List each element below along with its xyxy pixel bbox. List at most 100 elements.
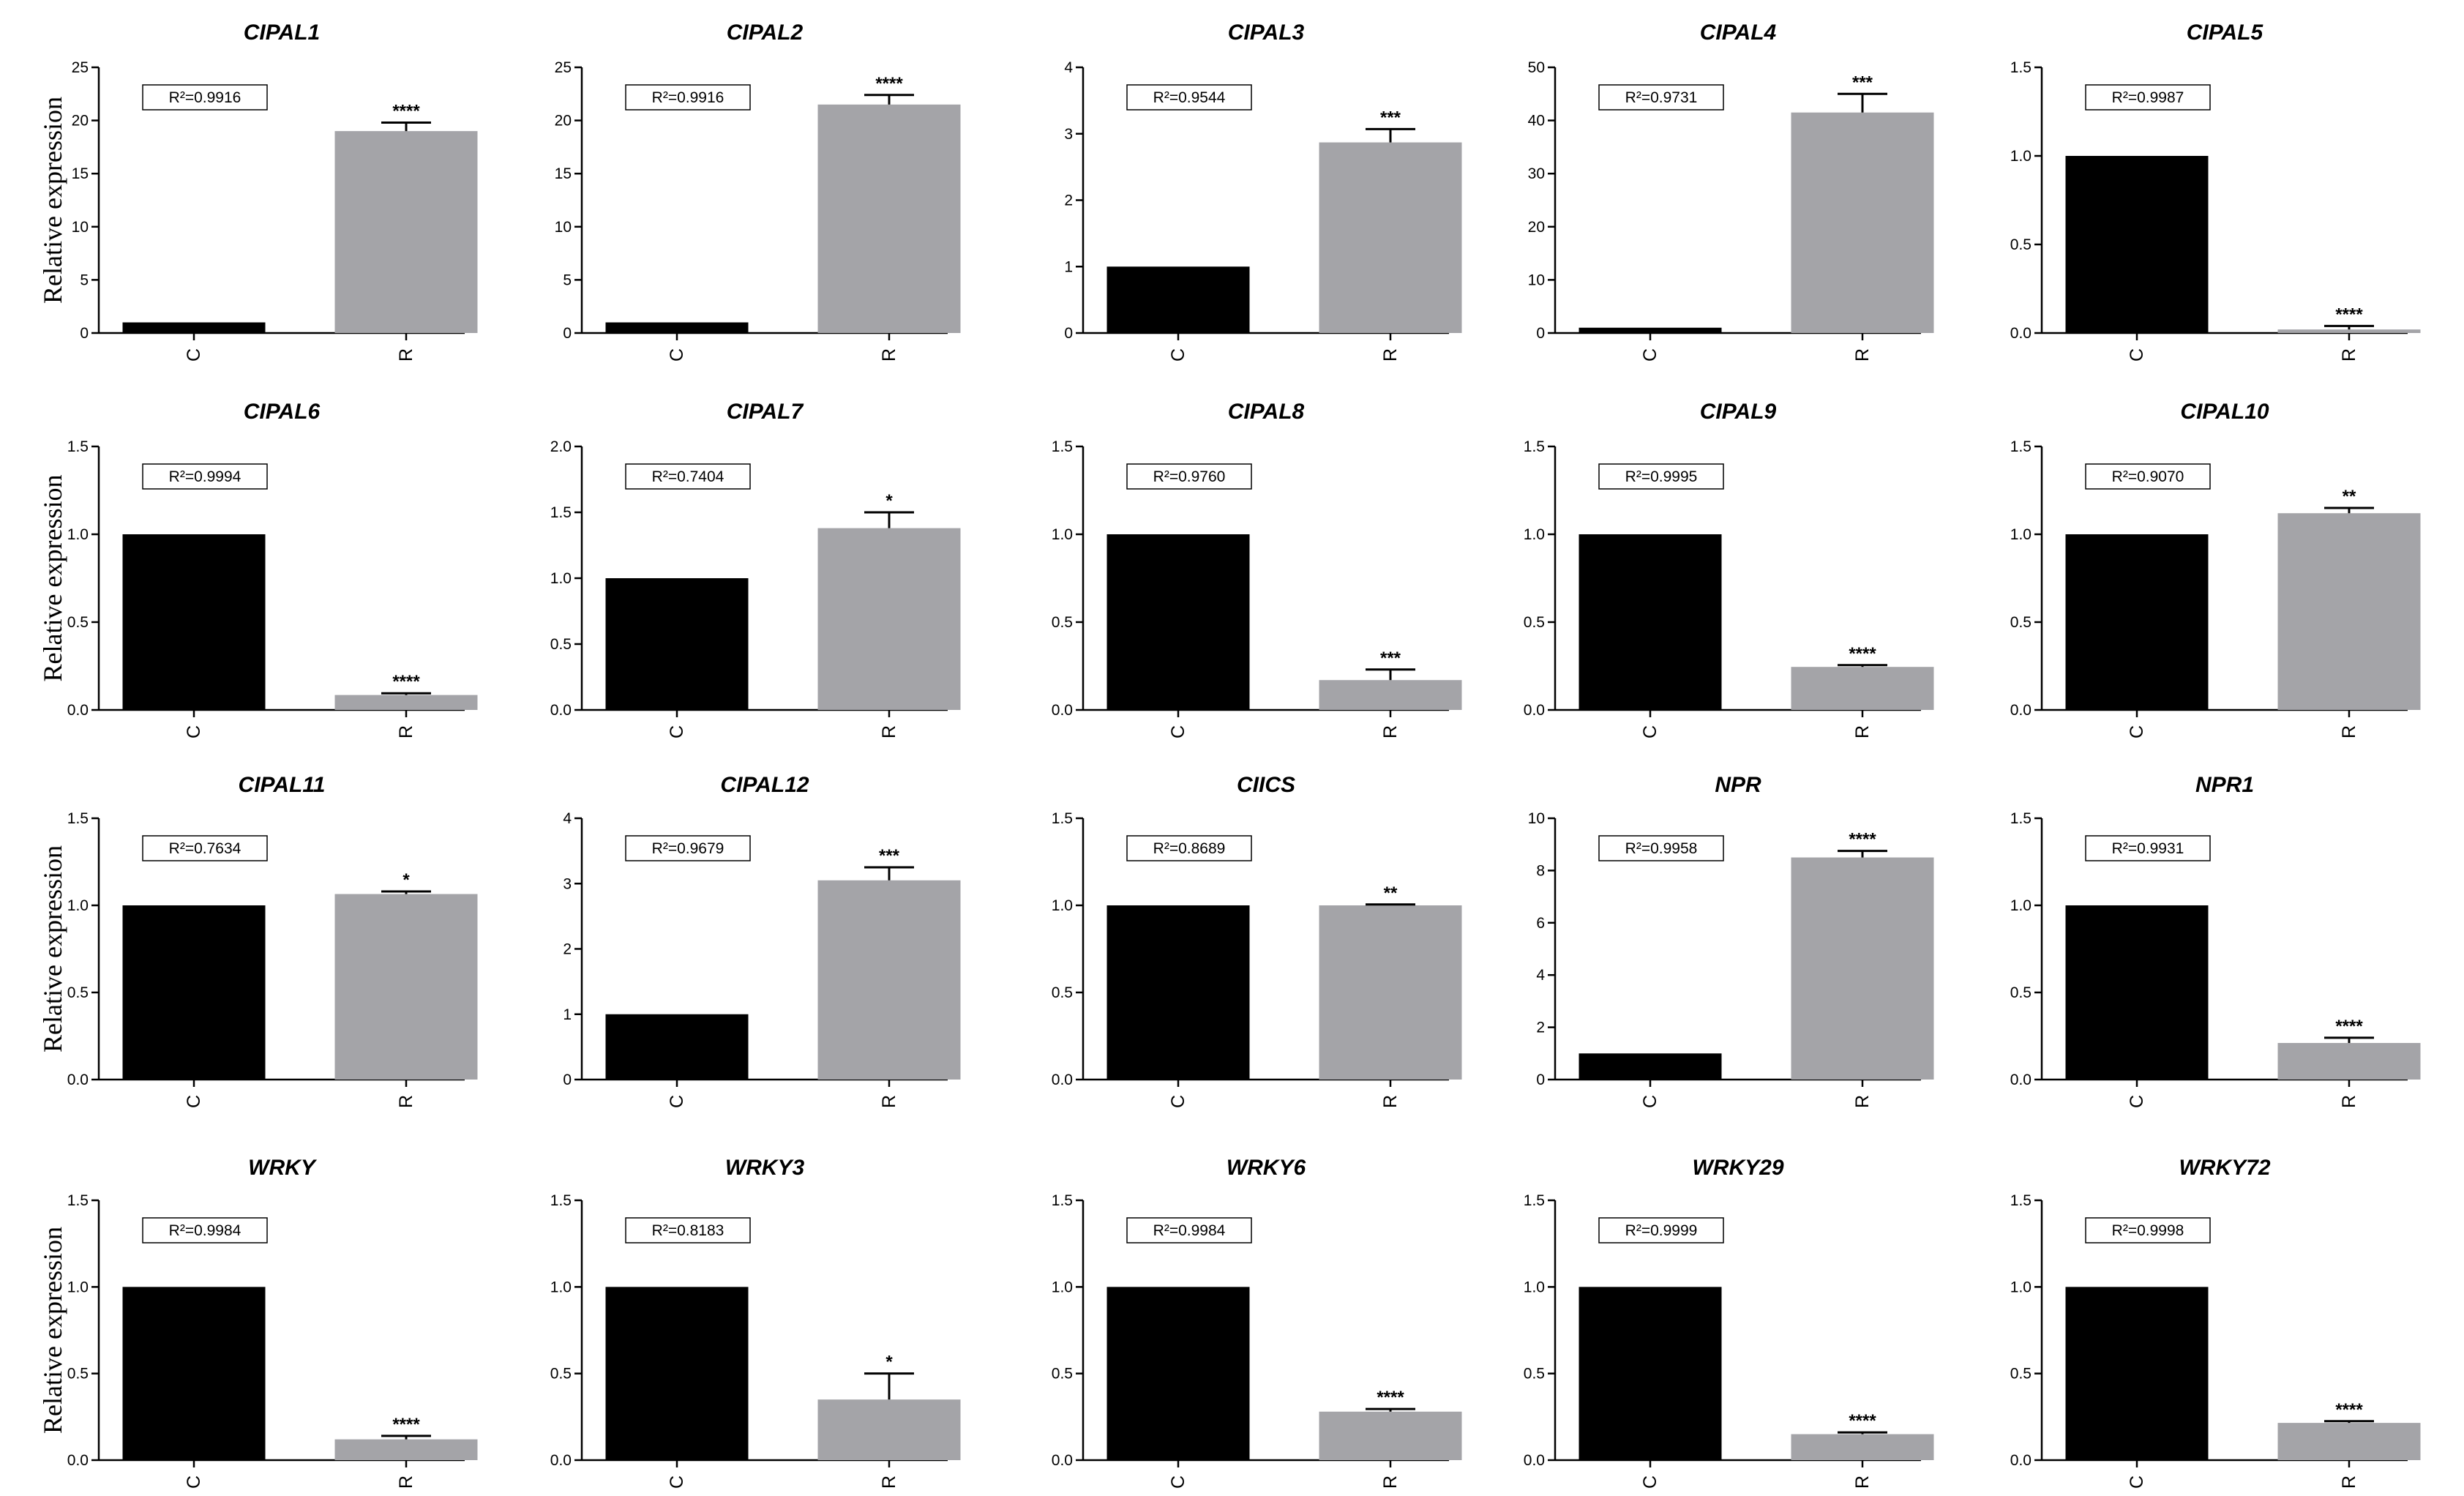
category-label: C — [2127, 348, 2147, 362]
category-label: C — [2127, 1476, 2147, 1489]
r2-box — [142, 1217, 268, 1243]
r2-label: R²=0.9760 — [1153, 468, 1226, 485]
y-tick-label: 1.0 — [2010, 897, 2032, 914]
y-tick-label: 20 — [72, 113, 89, 130]
significance-label: *** — [879, 846, 900, 866]
y-tick-label: 0.5 — [67, 614, 89, 631]
bar-control — [605, 1287, 749, 1460]
panel-cipal12: CIPAL12 0 1 2 3 4 C R *** R²=0.9679 — [563, 773, 961, 1108]
y-tick-label: 5 — [563, 272, 572, 288]
bar-treated — [334, 1439, 478, 1460]
y-tick-label: 3 — [1064, 126, 1073, 143]
y-tick-label: 0.5 — [1052, 614, 1073, 631]
y-tick-label: 0.5 — [1524, 1366, 1545, 1383]
category-label: C — [1168, 725, 1188, 738]
r2-box — [142, 463, 268, 490]
panel-title: CIPAL9 — [1700, 400, 1777, 424]
category-label: C — [1168, 1476, 1188, 1489]
y-axis-label: Relative expression — [38, 845, 67, 1052]
r2-box — [142, 84, 268, 111]
category-label: C — [2127, 1095, 2147, 1108]
panel-cipal6: CIPAL6 0.0 0.5 1.0 1.5 C R **** R²=0.9994 — [67, 400, 478, 738]
y-tick-label: 0.5 — [67, 984, 89, 1001]
significance-label: **** — [875, 74, 903, 94]
r2-box — [1126, 84, 1252, 111]
category-label: R — [2339, 1095, 2359, 1108]
panel-title: CIPAL5 — [2187, 20, 2264, 45]
r2-label: R²=0.9994 — [169, 468, 241, 485]
category-label: C — [667, 1095, 687, 1108]
panel-title: CIPAL1 — [244, 20, 320, 45]
panel-title: WRKY — [248, 1156, 318, 1180]
category-label: R — [1380, 1095, 1401, 1108]
y-tick-label: 4 — [563, 810, 572, 827]
bar-control — [122, 905, 266, 1080]
panel-title: CIPAL11 — [239, 773, 326, 797]
y-tick-label: 0.0 — [550, 1452, 572, 1469]
significance-label: **** — [392, 1415, 420, 1435]
r2-box — [1126, 463, 1252, 490]
category-label: R — [879, 348, 899, 362]
bar-control — [122, 1287, 266, 1460]
y-tick-label: 0.0 — [2010, 325, 2032, 342]
category-label: C — [184, 348, 204, 362]
r2-box — [625, 84, 751, 111]
y-tick-label: 1.5 — [2010, 438, 2032, 455]
bar-treated — [1319, 142, 1462, 334]
panel-cipal10: CIPAL10 0.0 0.5 1.0 1.5 C R ** R²=0.9070 — [2010, 400, 2421, 738]
bar-control — [1579, 327, 1722, 333]
y-tick-label: 1.5 — [67, 1192, 89, 1209]
r2-box — [1126, 835, 1252, 861]
category-label: R — [1852, 1476, 1873, 1489]
bar-control — [1106, 266, 1250, 333]
r2-label: R²=0.9995 — [1625, 468, 1698, 485]
category-label: R — [396, 725, 416, 738]
y-tick-label: 0.0 — [1052, 1071, 1073, 1088]
y-tick-label: 0.0 — [2010, 702, 2032, 719]
bar-treated — [817, 104, 961, 333]
panel-wrky: WRKY 0.0 0.5 1.0 1.5 C R **** R²=0.9984 — [67, 1156, 478, 1489]
category-label: C — [2127, 725, 2147, 738]
y-tick-label: 0.0 — [1524, 1452, 1545, 1469]
r2-box — [1126, 1217, 1252, 1243]
bar-treated — [1791, 857, 1934, 1080]
y-tick-label: 1.5 — [550, 504, 572, 521]
r2-label: R²=0.9999 — [1625, 1222, 1698, 1239]
panel-title: CIPAL2 — [727, 20, 804, 45]
category-label: R — [1852, 348, 1873, 362]
panel-title: CIPAL8 — [1228, 400, 1305, 424]
y-tick-label: 5 — [80, 272, 89, 288]
bar-treated — [334, 131, 478, 333]
bar-treated — [334, 695, 478, 710]
y-tick-label: 1.0 — [550, 570, 572, 587]
panel-title: CIPAL4 — [1700, 20, 1777, 45]
category-label: C — [1640, 725, 1660, 738]
category-label: C — [667, 725, 687, 738]
y-tick-label: 1.0 — [550, 1279, 572, 1295]
r2-label: R²=0.9916 — [169, 89, 241, 106]
category-label: C — [1168, 348, 1188, 362]
bar-control — [605, 578, 749, 710]
category-label: R — [1380, 348, 1401, 362]
panel-cipal1: CIPAL1 0 5 10 15 20 25 C R **** R²=0.9916 — [72, 20, 478, 362]
panel-title: WRKY72 — [2179, 1156, 2270, 1180]
bar-control — [122, 322, 266, 333]
y-tick-label: 50 — [1528, 59, 1545, 76]
r2-label: R²=0.9544 — [1153, 89, 1226, 106]
y-tick-label: 0 — [1064, 325, 1073, 342]
bar-treated — [1791, 112, 1934, 333]
y-tick-label: 3 — [563, 875, 572, 892]
panel-cipal8: CIPAL8 0.0 0.5 1.0 1.5 C R *** R²=0.9760 — [1052, 400, 1462, 738]
y-tick-label: 0.5 — [2010, 1366, 2032, 1383]
y-tick-label: 30 — [1528, 165, 1545, 182]
r2-label: R²=0.9998 — [2112, 1222, 2184, 1239]
r2-box — [1598, 835, 1724, 861]
r2-box — [1598, 84, 1724, 111]
y-tick-label: 0.0 — [67, 1071, 89, 1088]
y-tick-label: 0 — [563, 325, 572, 342]
bar-control — [2065, 905, 2209, 1080]
y-axis-label: Relative expression — [38, 97, 67, 304]
significance-label: **** — [1849, 1411, 1876, 1431]
y-tick-label: 0.5 — [1052, 1366, 1073, 1383]
significance-label: **** — [392, 102, 420, 121]
